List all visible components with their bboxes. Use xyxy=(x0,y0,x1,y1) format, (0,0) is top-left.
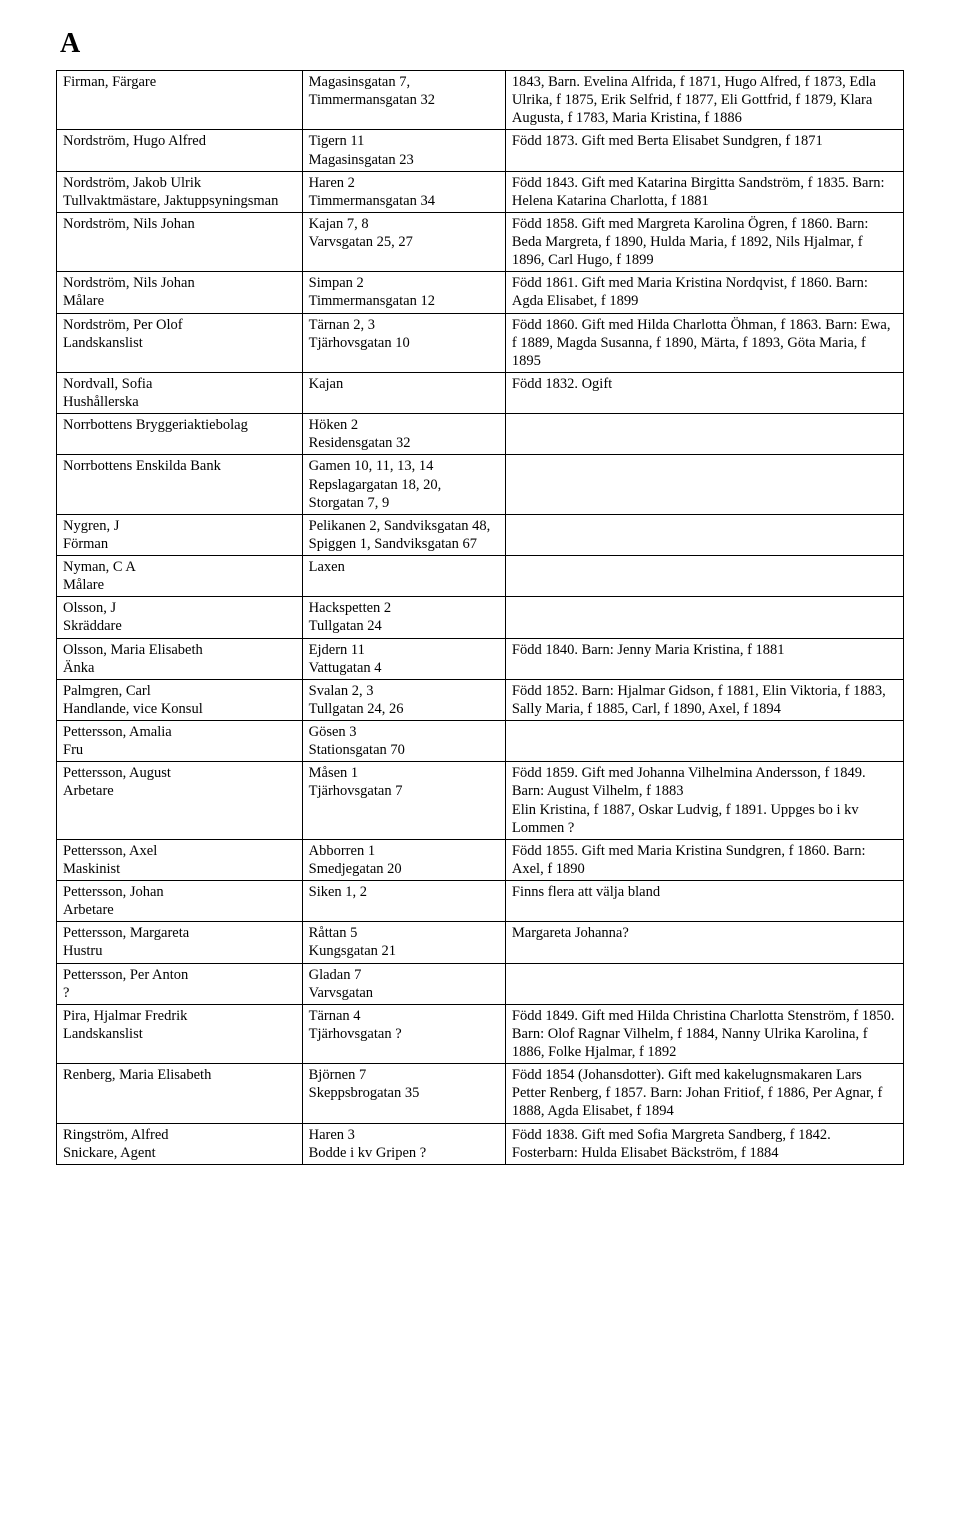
cell-c1: Nordström, Nils Johan xyxy=(57,212,303,271)
cell-c1: Nordström, Jakob UlrikTullvaktmästare, J… xyxy=(57,171,303,212)
cell-c2: Abborren 1Smedjegatan 20 xyxy=(302,839,505,880)
cell-c2: Svalan 2, 3Tullgatan 24, 26 xyxy=(302,679,505,720)
cell-c2: Tigern 11Magasinsgatan 23 xyxy=(302,130,505,171)
cell-c1: Firman, Färgare xyxy=(57,71,303,130)
cell-c3: Född 1838. Gift med Sofia Margreta Sandb… xyxy=(505,1123,903,1164)
table-row: Nordström, Nils JohanKajan 7, 8Varvsgata… xyxy=(57,212,904,271)
cell-c2: Pelikanen 2, Sandviksgatan 48, Spiggen 1… xyxy=(302,514,505,555)
cell-c3: Född 1858. Gift med Margreta Karolina Ög… xyxy=(505,212,903,271)
cell-c2: Siken 1, 2 xyxy=(302,881,505,922)
cell-c2: Hackspetten 2Tullgatan 24 xyxy=(302,597,505,638)
table-row: Nordström, Jakob UlrikTullvaktmästare, J… xyxy=(57,171,904,212)
cell-c3: Född 1832. Ogift xyxy=(505,372,903,413)
cell-c1: Nordström, Nils JohanMålare xyxy=(57,272,303,313)
cell-c2: Laxen xyxy=(302,556,505,597)
cell-c3: Född 1854 (Johansdotter). Gift med kakel… xyxy=(505,1064,903,1123)
cell-c3 xyxy=(505,963,903,1004)
cell-c3: Född 1840. Barn: Jenny Maria Kristina, f… xyxy=(505,638,903,679)
table-row: Nordström, Hugo AlfredTigern 11Magasinsg… xyxy=(57,130,904,171)
cell-c2: Gösen 3Stationsgatan 70 xyxy=(302,721,505,762)
cell-c2: Höken 2Residensgatan 32 xyxy=(302,414,505,455)
cell-c3: Född 1873. Gift med Berta Elisabet Sundg… xyxy=(505,130,903,171)
cell-c1: Pettersson, JohanArbetare xyxy=(57,881,303,922)
cell-c3 xyxy=(505,455,903,514)
cell-c2: Kajan 7, 8Varvsgatan 25, 27 xyxy=(302,212,505,271)
cell-c1: Nordström, Hugo Alfred xyxy=(57,130,303,171)
cell-c2: Haren 2Timmermansgatan 34 xyxy=(302,171,505,212)
cell-c3: Född 1861. Gift med Maria Kristina Nordq… xyxy=(505,272,903,313)
cell-c2: Tärnan 4Tjärhovsgatan ? xyxy=(302,1004,505,1063)
cell-c3 xyxy=(505,514,903,555)
cell-c3: Född 1843. Gift med Katarina Birgitta Sa… xyxy=(505,171,903,212)
table-row: Olsson, Maria ElisabethÄnkaEjdern 11Vatt… xyxy=(57,638,904,679)
table-row: Firman, FärgareMagasinsgatan 7, Timmerma… xyxy=(57,71,904,130)
page-heading: A xyxy=(60,28,904,60)
cell-c2: Kajan xyxy=(302,372,505,413)
cell-c2: Råttan 5Kungsgatan 21 xyxy=(302,922,505,963)
cell-c1: Nyman, C AMålare xyxy=(57,556,303,597)
table-row: Pettersson, AmaliaFruGösen 3Stationsgata… xyxy=(57,721,904,762)
cell-c2: Gladan 7Varvsgatan xyxy=(302,963,505,1004)
table-row: Nordvall, SofiaHushållerskaKajanFödd 183… xyxy=(57,372,904,413)
table-row: Pettersson, Per Anton?Gladan 7Varvsgatan xyxy=(57,963,904,1004)
table-row: Pettersson, AugustArbetareMåsen 1Tjärhov… xyxy=(57,762,904,840)
cell-c1: Pettersson, AmaliaFru xyxy=(57,721,303,762)
cell-c3: Född 1860. Gift med Hilda Charlotta Öhma… xyxy=(505,313,903,372)
cell-c1: Palmgren, CarlHandlande, vice Konsul xyxy=(57,679,303,720)
cell-c1: Ringström, AlfredSnickare, Agent xyxy=(57,1123,303,1164)
registry-table: Firman, FärgareMagasinsgatan 7, Timmerma… xyxy=(56,70,904,1165)
cell-c3: Född 1859. Gift med Johanna Vilhelmina A… xyxy=(505,762,903,840)
cell-c3 xyxy=(505,414,903,455)
cell-c2: Simpan 2Timmermansgatan 12 xyxy=(302,272,505,313)
table-row: Pira, Hjalmar FredrikLandskanslistTärnan… xyxy=(57,1004,904,1063)
cell-c3: Margareta Johanna? xyxy=(505,922,903,963)
cell-c3: Född 1849. Gift med Hilda Christina Char… xyxy=(505,1004,903,1063)
cell-c1: Pira, Hjalmar FredrikLandskanslist xyxy=(57,1004,303,1063)
cell-c3: 1843, Barn. Evelina Alfrida, f 1871, Hug… xyxy=(505,71,903,130)
table-row: Nyman, C AMålareLaxen xyxy=(57,556,904,597)
cell-c1: Nygren, JFörman xyxy=(57,514,303,555)
cell-c3 xyxy=(505,721,903,762)
table-row: Renberg, Maria ElisabethBjörnen 7Skeppsb… xyxy=(57,1064,904,1123)
table-row: Ringström, AlfredSnickare, AgentHaren 3B… xyxy=(57,1123,904,1164)
cell-c1: Pettersson, AugustArbetare xyxy=(57,762,303,840)
cell-c2: Haren 3Bodde i kv Gripen ? xyxy=(302,1123,505,1164)
table-row: Nordström, Per OlofLandskanslistTärnan 2… xyxy=(57,313,904,372)
cell-c3: Finns flera att välja bland xyxy=(505,881,903,922)
table-row: Pettersson, AxelMaskinistAbborren 1Smedj… xyxy=(57,839,904,880)
cell-c1: Norrbottens Enskilda Bank xyxy=(57,455,303,514)
cell-c1: Nordström, Per OlofLandskanslist xyxy=(57,313,303,372)
cell-c3: Född 1852. Barn: Hjalmar Gidson, f 1881,… xyxy=(505,679,903,720)
document-page: A Firman, FärgareMagasinsgatan 7, Timmer… xyxy=(0,0,960,1205)
table-row: Olsson, JSkräddareHackspetten 2Tullgatan… xyxy=(57,597,904,638)
cell-c2: Tärnan 2, 3Tjärhovsgatan 10 xyxy=(302,313,505,372)
cell-c3: Född 1855. Gift med Maria Kristina Sundg… xyxy=(505,839,903,880)
table-row: Palmgren, CarlHandlande, vice KonsulSval… xyxy=(57,679,904,720)
table-row: Norrbottens Enskilda BankGamen 10, 11, 1… xyxy=(57,455,904,514)
cell-c1: Renberg, Maria Elisabeth xyxy=(57,1064,303,1123)
table-row: Pettersson, JohanArbetareSiken 1, 2Finns… xyxy=(57,881,904,922)
table-row: Pettersson, MargaretaHustruRåttan 5Kungs… xyxy=(57,922,904,963)
cell-c2: Magasinsgatan 7, Timmermansgatan 32 xyxy=(302,71,505,130)
cell-c2: Gamen 10, 11, 13, 14Repslagargatan 18, 2… xyxy=(302,455,505,514)
cell-c2: Ejdern 11Vattugatan 4 xyxy=(302,638,505,679)
cell-c3 xyxy=(505,597,903,638)
cell-c3 xyxy=(505,556,903,597)
cell-c2: Björnen 7Skeppsbrogatan 35 xyxy=(302,1064,505,1123)
cell-c2: Måsen 1Tjärhovsgatan 7 xyxy=(302,762,505,840)
cell-c1: Pettersson, MargaretaHustru xyxy=(57,922,303,963)
table-row: Norrbottens BryggeriaktiebolagHöken 2Res… xyxy=(57,414,904,455)
cell-c1: Norrbottens Bryggeriaktiebolag xyxy=(57,414,303,455)
cell-c1: Nordvall, SofiaHushållerska xyxy=(57,372,303,413)
table-row: Nordström, Nils JohanMålareSimpan 2Timme… xyxy=(57,272,904,313)
cell-c1: Olsson, JSkräddare xyxy=(57,597,303,638)
cell-c1: Olsson, Maria ElisabethÄnka xyxy=(57,638,303,679)
table-row: Nygren, JFörmanPelikanen 2, Sandviksgata… xyxy=(57,514,904,555)
cell-c1: Pettersson, Per Anton? xyxy=(57,963,303,1004)
cell-c1: Pettersson, AxelMaskinist xyxy=(57,839,303,880)
